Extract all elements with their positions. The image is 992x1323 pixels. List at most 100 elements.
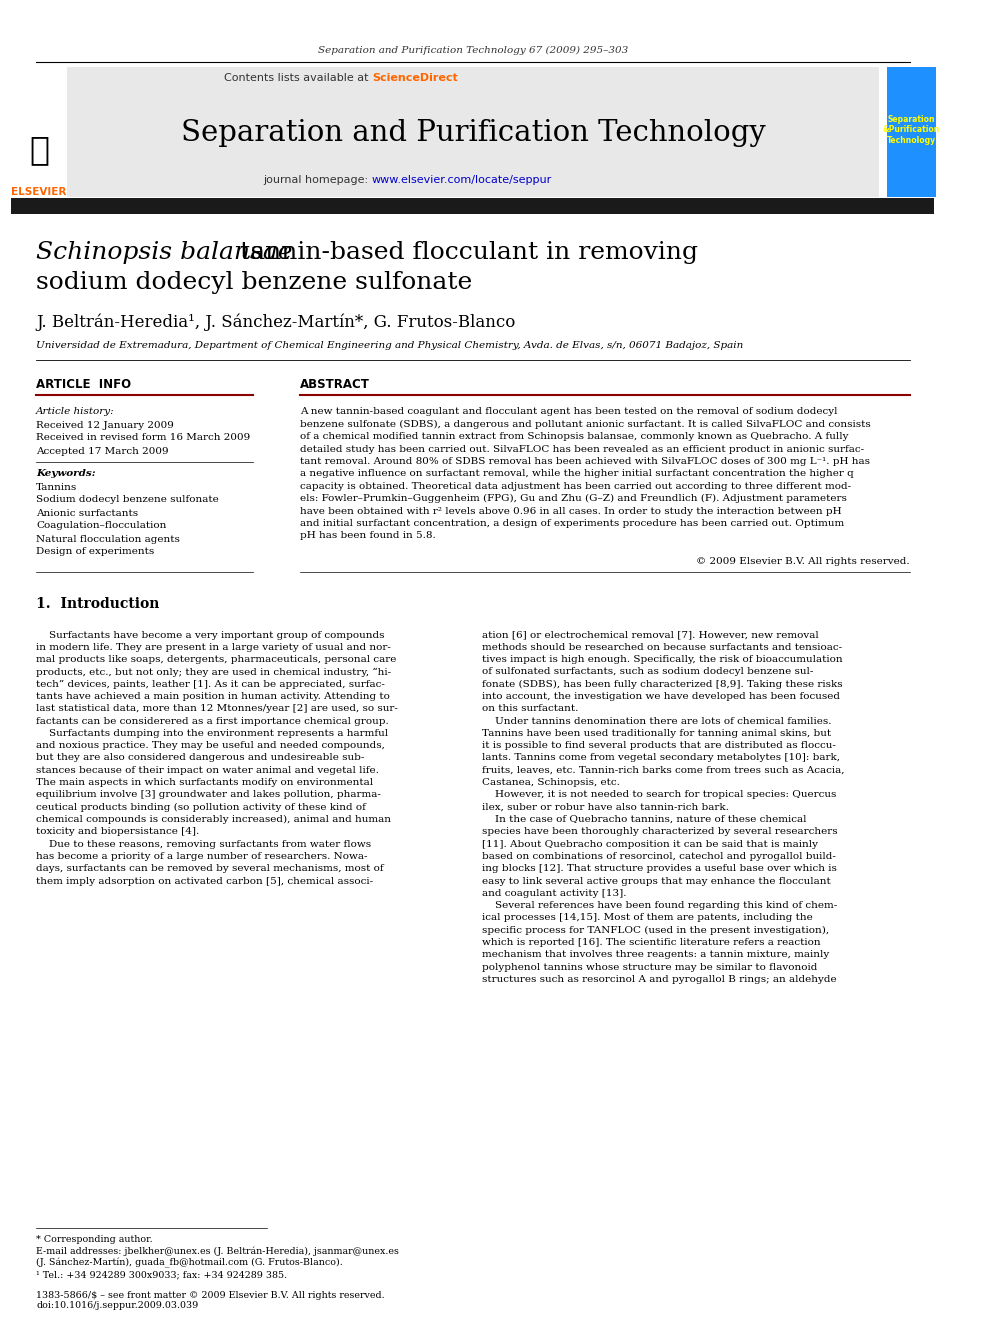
Text: ilex, suber or robur have also tannin-rich bark.: ilex, suber or robur have also tannin-ri… <box>481 803 728 812</box>
Text: Natural flocculation agents: Natural flocculation agents <box>37 534 181 544</box>
Text: and initial surfactant concentration, a design of experiments procedure has been: and initial surfactant concentration, a … <box>301 519 844 528</box>
Text: mal products like soaps, detergents, pharmaceuticals, personal care: mal products like soaps, detergents, pha… <box>37 655 397 664</box>
Text: Received 12 January 2009: Received 12 January 2009 <box>37 421 175 430</box>
Text: tant removal. Around 80% of SDBS removal has been achieved with SilvaFLOC doses : tant removal. Around 80% of SDBS removal… <box>301 458 870 466</box>
Text: toxicity and biopersistance [4].: toxicity and biopersistance [4]. <box>37 827 199 836</box>
Text: on this surfactant.: on this surfactant. <box>481 704 578 713</box>
Text: els: Fowler–Prumkin–Guggenheim (FPG), Gu and Zhu (G–Z) and Freundlich (F). Adjus: els: Fowler–Prumkin–Guggenheim (FPG), Gu… <box>301 495 847 503</box>
Text: in modern life. They are present in a large variety of usual and nor-: in modern life. They are present in a la… <box>37 643 391 652</box>
Text: Accepted 17 March 2009: Accepted 17 March 2009 <box>37 446 169 455</box>
Text: * Corresponding author.: * Corresponding author. <box>37 1236 153 1245</box>
Text: In the case of Quebracho tannins, nature of these chemical: In the case of Quebracho tannins, nature… <box>481 815 806 824</box>
Text: Anionic surfactants: Anionic surfactants <box>37 508 138 517</box>
Text: E-mail addresses: jbelkher@unex.es (J. Beltrán-Heredia), jsanmar@unex.es: E-mail addresses: jbelkher@unex.es (J. B… <box>37 1246 399 1257</box>
Text: but they are also considered dangerous and undesireable sub-: but they are also considered dangerous a… <box>37 754 365 762</box>
Text: stances because of their impact on water animal and vegetal life.: stances because of their impact on water… <box>37 766 379 775</box>
Text: doi:10.1016/j.seppur.2009.03.039: doi:10.1016/j.seppur.2009.03.039 <box>37 1302 198 1311</box>
Text: which is reported [16]. The scientific literature refers a reaction: which is reported [16]. The scientific l… <box>481 938 820 947</box>
Text: Surfactants dumping into the environment represents a harmful: Surfactants dumping into the environment… <box>37 729 388 738</box>
Text: specific process for TANFLOC (used in the present investigation),: specific process for TANFLOC (used in th… <box>481 926 828 935</box>
Text: Received in revised form 16 March 2009: Received in revised form 16 March 2009 <box>37 434 251 442</box>
Text: Castanea, Schinopsis, etc.: Castanea, Schinopsis, etc. <box>481 778 619 787</box>
Text: equilibrium involve [3] groundwater and lakes pollution, pharma-: equilibrium involve [3] groundwater and … <box>37 790 381 799</box>
Text: tives impact is high enough. Specifically, the risk of bioaccumulation: tives impact is high enough. Specificall… <box>481 655 842 664</box>
Text: easy to link several active groups that may enhance the flocculant: easy to link several active groups that … <box>481 877 830 885</box>
FancyBboxPatch shape <box>12 67 66 197</box>
Text: Separation
&Purification
Technology: Separation &Purification Technology <box>883 115 940 146</box>
Text: has become a priority of a large number of researchers. Nowa-: has become a priority of a large number … <box>37 852 368 861</box>
Text: ABSTRACT: ABSTRACT <box>301 378 370 392</box>
Text: factants can be considerered as a first importance chemical group.: factants can be considerered as a first … <box>37 717 389 725</box>
FancyBboxPatch shape <box>12 198 934 214</box>
Text: it is possible to find several products that are distributed as floccu-: it is possible to find several products … <box>481 741 835 750</box>
Text: tannin-based flocculant in removing: tannin-based flocculant in removing <box>232 242 697 265</box>
Text: The main aspects in which surfactants modify on environmental: The main aspects in which surfactants mo… <box>37 778 373 787</box>
Text: Tannins have been used traditionally for tanning animal skins, but: Tannins have been used traditionally for… <box>481 729 830 738</box>
Text: Several references have been found regarding this kind of chem-: Several references have been found regar… <box>481 901 837 910</box>
Text: Keywords:: Keywords: <box>37 470 96 479</box>
Text: ¹ Tel.: +34 924289 300x9033; fax: +34 924289 385.: ¹ Tel.: +34 924289 300x9033; fax: +34 92… <box>37 1270 288 1279</box>
Text: www.elsevier.com/locate/seppur: www.elsevier.com/locate/seppur <box>372 175 553 185</box>
Text: into account, the investigation we have developed has been focused: into account, the investigation we have … <box>481 692 839 701</box>
Text: Sodium dodecyl benzene sulfonate: Sodium dodecyl benzene sulfonate <box>37 496 219 504</box>
FancyBboxPatch shape <box>66 67 879 197</box>
Text: sodium dodecyl benzene sulfonate: sodium dodecyl benzene sulfonate <box>37 270 472 294</box>
Text: Coagulation–flocculation: Coagulation–flocculation <box>37 521 167 531</box>
Text: 1.  Introduction: 1. Introduction <box>37 597 160 611</box>
Text: ELSEVIER: ELSEVIER <box>12 187 66 197</box>
Text: chemical compounds is considerably increased), animal and human: chemical compounds is considerably incre… <box>37 815 391 824</box>
Text: fruits, leaves, etc. Tannin-rich barks come from trees such as Acacia,: fruits, leaves, etc. Tannin-rich barks c… <box>481 766 844 775</box>
Text: have been obtained with r² levels above 0.96 in all cases. In order to study the: have been obtained with r² levels above … <box>301 507 842 516</box>
Text: journal homepage:: journal homepage: <box>263 175 372 185</box>
Text: Contents lists available at: Contents lists available at <box>224 73 372 83</box>
Text: polyphenol tannins whose structure may be similar to flavonoid: polyphenol tannins whose structure may b… <box>481 963 817 971</box>
Text: ScienceDirect: ScienceDirect <box>372 73 457 83</box>
Text: mechanism that involves three reagents: a tannin mixture, mainly: mechanism that involves three reagents: … <box>481 950 828 959</box>
Text: species have been thoroughly characterized by several researchers: species have been thoroughly characteriz… <box>481 827 837 836</box>
Text: products, etc., but not only; they are used in chemical industry, “hi-: products, etc., but not only; they are u… <box>37 667 392 676</box>
Text: a negative influence on surfactant removal, while the higher initial surfactant : a negative influence on surfactant remov… <box>301 470 854 479</box>
Text: 1383-5866/$ – see front matter © 2009 Elsevier B.V. All rights reserved.: 1383-5866/$ – see front matter © 2009 El… <box>37 1290 385 1299</box>
Text: Surfactants have become a very important group of compounds: Surfactants have become a very important… <box>37 631 385 639</box>
Text: Separation and Purification Technology: Separation and Purification Technology <box>181 119 766 147</box>
Text: benzene sulfonate (SDBS), a dangerous and pollutant anionic surfactant. It is ca: benzene sulfonate (SDBS), a dangerous an… <box>301 419 871 429</box>
Text: pH has been found in 5.8.: pH has been found in 5.8. <box>301 532 436 541</box>
Text: Under tannins denomination there are lots of chemical families.: Under tannins denomination there are lot… <box>481 717 831 725</box>
Text: ing blocks [12]. That structure provides a useful base over which is: ing blocks [12]. That structure provides… <box>481 864 836 873</box>
Text: days, surfactants can be removed by several mechanisms, most of: days, surfactants can be removed by seve… <box>37 864 384 873</box>
Text: fonate (SDBS), has been fully characterized [8,9]. Taking these risks: fonate (SDBS), has been fully characteri… <box>481 680 842 689</box>
Text: J. Beltrán-Heredia¹, J. Sánchez-Martín*, G. Frutos-Blanco: J. Beltrán-Heredia¹, J. Sánchez-Martín*,… <box>37 314 516 331</box>
Text: Tannins: Tannins <box>37 483 77 492</box>
Text: based on combinations of resorcinol, catechol and pyrogallol build-: based on combinations of resorcinol, cat… <box>481 852 835 861</box>
Text: them imply adsorption on activated carbon [5], chemical associ-: them imply adsorption on activated carbo… <box>37 877 373 885</box>
Text: However, it is not needed to search for tropical species: Quercus: However, it is not needed to search for … <box>481 790 836 799</box>
Text: detailed study has been carried out. SilvaFLOC has been revealed as an efficient: detailed study has been carried out. Sil… <box>301 445 864 454</box>
Text: of a chemical modified tannin extract from Schinopsis balansae, commonly known a: of a chemical modified tannin extract fr… <box>301 433 849 442</box>
Text: tants have achieved a main position in human activity. Attending to: tants have achieved a main position in h… <box>37 692 390 701</box>
Text: [11]. About Quebracho composition it can be said that is mainly: [11]. About Quebracho composition it can… <box>481 840 817 848</box>
Text: of sulfonated surfactants, such as sodium dodecyl benzene sul-: of sulfonated surfactants, such as sodiu… <box>481 667 812 676</box>
Text: last statistical data, more than 12 Mtonnes/year [2] are used, so sur-: last statistical data, more than 12 Mton… <box>37 704 398 713</box>
Text: ical processes [14,15]. Most of them are patents, including the: ical processes [14,15]. Most of them are… <box>481 913 812 922</box>
Text: and noxious practice. They may be useful and needed compounds,: and noxious practice. They may be useful… <box>37 741 385 750</box>
Text: ARTICLE  INFO: ARTICLE INFO <box>37 378 131 392</box>
Text: methods should be researched on because surfactants and tensioac-: methods should be researched on because … <box>481 643 841 652</box>
Text: ceutical products binding (so pollution activity of these kind of: ceutical products binding (so pollution … <box>37 803 366 812</box>
Text: Separation and Purification Technology 67 (2009) 295–303: Separation and Purification Technology 6… <box>317 45 628 54</box>
Text: Universidad de Extremadura, Department of Chemical Engineering and Physical Chem: Universidad de Extremadura, Department o… <box>37 340 743 349</box>
Text: © 2009 Elsevier B.V. All rights reserved.: © 2009 Elsevier B.V. All rights reserved… <box>696 557 910 566</box>
Text: Article history:: Article history: <box>37 407 115 417</box>
Text: Due to these reasons, removing surfactants from water flows: Due to these reasons, removing surfactan… <box>37 840 371 848</box>
Text: and coagulant activity [13].: and coagulant activity [13]. <box>481 889 626 898</box>
Text: capacity is obtained. Theoretical data adjustment has been carried out according: capacity is obtained. Theoretical data a… <box>301 482 851 491</box>
Text: A new tannin-based coagulant and flocculant agent has been tested on the removal: A new tannin-based coagulant and floccul… <box>301 407 838 417</box>
Text: lants. Tannins come from vegetal secondary metabolytes [10]: bark,: lants. Tannins come from vegetal seconda… <box>481 754 839 762</box>
Text: structures such as resorcinol A and pyrogallol B rings; an aldehyde: structures such as resorcinol A and pyro… <box>481 975 836 984</box>
Text: Schinopsis balansae: Schinopsis balansae <box>37 242 293 265</box>
Text: Design of experiments: Design of experiments <box>37 548 155 557</box>
FancyBboxPatch shape <box>887 67 936 197</box>
Text: tech” devices, paints, leather [1]. As it can be appreciated, surfac-: tech” devices, paints, leather [1]. As i… <box>37 680 385 689</box>
Text: ation [6] or electrochemical removal [7]. However, new removal: ation [6] or electrochemical removal [7]… <box>481 631 818 639</box>
Text: 🌲: 🌲 <box>29 134 49 167</box>
Text: (J. Sánchez-Martín), guada_fb@hotmail.com (G. Frutos-Blanco).: (J. Sánchez-Martín), guada_fb@hotmail.co… <box>37 1258 343 1267</box>
